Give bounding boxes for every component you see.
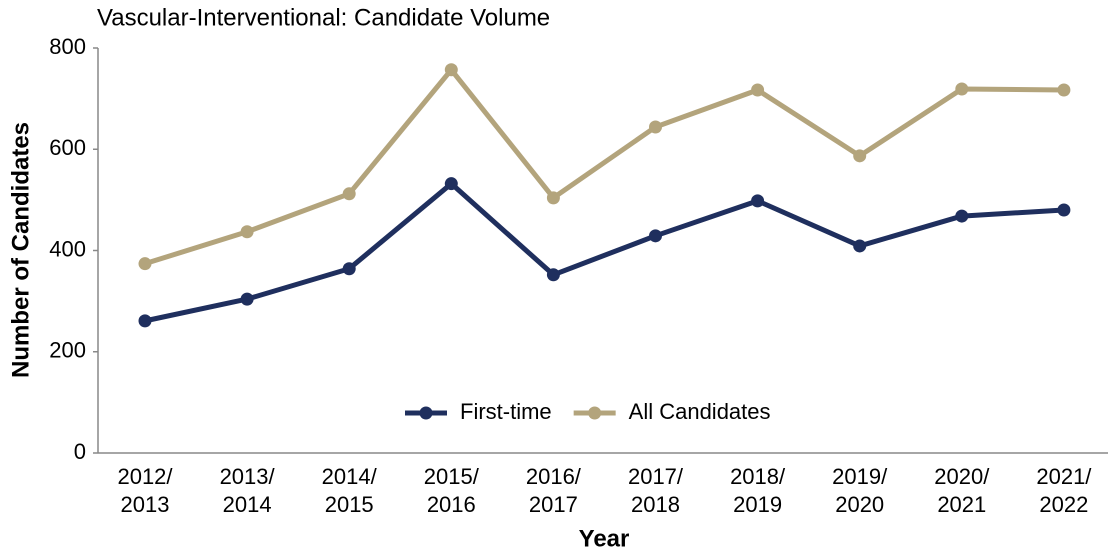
legend-marker	[419, 406, 433, 420]
data-point	[342, 187, 356, 201]
data-point	[649, 120, 662, 134]
data-point	[138, 314, 152, 328]
x-tick-label-line: 2022	[1039, 492, 1088, 517]
x-tick-label-line: 2016/	[526, 464, 582, 489]
y-tick-label: 800	[49, 34, 86, 59]
x-tick-label-line: 2015	[325, 492, 374, 517]
y-axis-title: Number of Candidates	[7, 122, 34, 378]
data-point	[1057, 83, 1071, 97]
x-tick-label: 2018/2019	[730, 464, 786, 517]
x-tick-label-line: 2014/	[322, 464, 378, 489]
x-tick-label: 2017/2018	[628, 464, 684, 517]
data-point	[955, 82, 969, 96]
data-point	[751, 83, 765, 97]
y-tick-label: 400	[49, 236, 86, 261]
x-tick-label: 2016/2017	[526, 464, 582, 517]
x-tick-label-line: 2020	[835, 492, 884, 517]
data-point	[649, 229, 662, 243]
x-tick-label: 2021/2022	[1036, 464, 1092, 517]
x-tick-label: 2013/2014	[220, 464, 276, 517]
x-tick-label: 2020/2021	[934, 464, 990, 517]
x-tick-label-line: 2021/	[1036, 464, 1092, 489]
series-line	[144, 67, 1064, 267]
x-tick-label-line: 2017/	[628, 464, 684, 489]
y-tick-label: 200	[49, 338, 86, 363]
x-tick-label-line: 2015/	[424, 464, 480, 489]
data-point	[853, 239, 867, 253]
x-tick-label-line: 2016	[427, 492, 476, 517]
x-tick-label: 2019/2020	[832, 464, 888, 517]
x-tick-label-line: 2012/	[117, 464, 173, 489]
chart-title: Vascular-Interventional: Candidate Volum…	[97, 4, 550, 31]
legend-marker	[588, 406, 602, 420]
x-tick-label-line: 2014	[223, 492, 272, 517]
x-tick-label-line: 2019	[733, 492, 782, 517]
x-tick-label-line: 2013/	[220, 464, 276, 489]
series-line	[144, 181, 1065, 324]
data-point	[1057, 203, 1071, 217]
x-tick-label: 2015/2016	[424, 464, 480, 517]
x-axis-title: Year	[579, 525, 630, 552]
x-tick-label-line: 2019/	[832, 464, 888, 489]
data-point	[444, 63, 458, 77]
data-point	[444, 177, 458, 191]
x-tick-label-line: 2013	[121, 492, 170, 517]
legend-label: All Candidates	[629, 399, 771, 424]
x-tick-label: 2012/2013	[117, 464, 173, 517]
x-tick-label-line: 2017	[529, 492, 578, 517]
data-point	[240, 292, 254, 306]
y-tick-label: 0	[74, 439, 86, 464]
data-point	[138, 257, 152, 271]
x-tick-label-line: 2021	[937, 492, 986, 517]
legend-label: First-time	[460, 399, 552, 424]
data-point	[853, 149, 867, 163]
data-point	[751, 194, 765, 208]
x-tick-label-line: 2020/	[934, 464, 990, 489]
data-point	[955, 209, 969, 223]
data-point	[342, 262, 356, 276]
data-point	[546, 268, 560, 282]
x-tick-label: 2014/2015	[322, 464, 378, 517]
data-point	[240, 225, 254, 239]
x-tick-label-line: 2018/	[730, 464, 786, 489]
y-tick-label: 600	[49, 135, 86, 160]
data-point	[546, 191, 560, 205]
x-tick-label-line: 2018	[631, 492, 680, 517]
